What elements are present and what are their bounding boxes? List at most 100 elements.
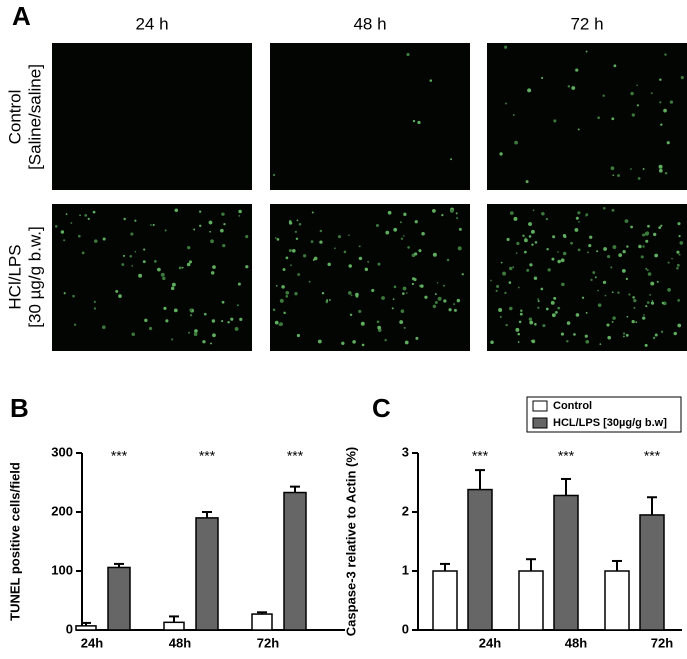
cell-dot bbox=[529, 320, 534, 325]
cell-dot bbox=[203, 312, 207, 316]
cell-dot bbox=[319, 229, 323, 233]
x-tick-label: 48h bbox=[169, 635, 191, 650]
cell-dot bbox=[552, 235, 556, 239]
cell-dot bbox=[671, 257, 673, 260]
cell-dot bbox=[611, 320, 614, 323]
cell-dot bbox=[102, 325, 106, 329]
bar bbox=[518, 570, 544, 631]
cell-dot bbox=[337, 235, 342, 239]
cell-dot bbox=[352, 340, 356, 344]
cell-dot bbox=[245, 234, 249, 239]
cell-dot bbox=[143, 248, 146, 251]
cell-dot bbox=[550, 300, 555, 305]
cell-dot bbox=[437, 296, 442, 301]
cell-dot bbox=[596, 250, 599, 253]
row-label: [Saline/saline] bbox=[25, 64, 44, 170]
cell-dot bbox=[585, 50, 588, 53]
bar bbox=[107, 566, 131, 631]
cell-dot bbox=[566, 321, 571, 325]
cell-dot bbox=[81, 251, 85, 255]
cell-dot bbox=[317, 339, 322, 344]
y-tick-label: 0 bbox=[402, 621, 409, 636]
cell-dot bbox=[400, 237, 404, 240]
cell-dot bbox=[455, 212, 458, 215]
cell-dot bbox=[443, 299, 447, 303]
cell-dot bbox=[420, 284, 424, 288]
legend-label: Control bbox=[553, 400, 592, 412]
cell-dot bbox=[181, 266, 184, 269]
cell-dot bbox=[60, 230, 65, 234]
cell-dot bbox=[402, 292, 405, 295]
bar bbox=[251, 613, 273, 631]
cell-dot bbox=[450, 158, 453, 161]
cell-dot bbox=[424, 295, 428, 299]
cell-dot bbox=[513, 216, 518, 221]
cell-dot bbox=[377, 262, 381, 266]
cell-dot bbox=[664, 172, 668, 175]
cell-dot bbox=[399, 320, 404, 324]
cell-dot bbox=[528, 317, 533, 321]
cell-dot bbox=[646, 301, 650, 304]
significance: *** bbox=[558, 448, 575, 464]
cell-dot bbox=[612, 316, 616, 320]
cell-dot bbox=[194, 329, 198, 333]
cell-dot bbox=[72, 294, 75, 298]
cell-dot bbox=[403, 235, 405, 237]
cell-dot bbox=[611, 208, 615, 212]
micrographs bbox=[52, 43, 687, 351]
cell-dot bbox=[406, 52, 410, 57]
cell-dot bbox=[295, 237, 299, 241]
cell-dot bbox=[461, 273, 464, 276]
y-tick-label: 300 bbox=[51, 444, 73, 459]
cell-dot bbox=[393, 285, 397, 289]
cell-dot bbox=[524, 238, 528, 243]
cell-dot bbox=[500, 261, 503, 264]
bar bbox=[283, 491, 307, 631]
legend-swatch bbox=[532, 417, 548, 429]
cell-dot bbox=[637, 177, 641, 180]
cell-dot bbox=[220, 228, 224, 233]
cell-dot bbox=[537, 300, 540, 303]
cell-dot bbox=[534, 241, 538, 244]
cell-dot bbox=[504, 45, 508, 49]
cell-dot bbox=[211, 319, 216, 323]
cell-dot bbox=[164, 229, 167, 232]
cell-dot bbox=[227, 321, 230, 324]
cell-dot bbox=[642, 245, 645, 248]
cell-dot bbox=[541, 76, 544, 80]
cell-dot bbox=[529, 263, 533, 267]
cell-dot bbox=[516, 241, 520, 246]
cell-dot bbox=[566, 340, 569, 343]
cell-dot bbox=[188, 260, 193, 264]
cell-dot bbox=[297, 273, 301, 276]
cell-dot bbox=[584, 334, 588, 338]
cell-dot bbox=[358, 245, 361, 248]
cell-dot bbox=[238, 214, 241, 217]
cell-dot bbox=[199, 224, 202, 227]
cell-dot bbox=[658, 226, 662, 229]
cell-dot bbox=[656, 280, 659, 283]
row-label: HCl/LPS bbox=[5, 244, 24, 309]
cell-dot bbox=[588, 244, 592, 248]
cell-dot bbox=[210, 342, 213, 345]
cell-dot bbox=[546, 247, 549, 251]
cell-dot bbox=[622, 332, 626, 335]
cell-dot bbox=[625, 277, 629, 281]
cell-dot bbox=[624, 219, 629, 224]
bar bbox=[432, 570, 458, 631]
cell-dot bbox=[514, 140, 518, 145]
cell-dot bbox=[311, 211, 314, 214]
cell-dot bbox=[517, 341, 520, 343]
cell-dot bbox=[581, 296, 585, 299]
cell-dot bbox=[631, 113, 635, 117]
cell-dot bbox=[411, 277, 416, 281]
cell-dot bbox=[661, 301, 665, 305]
cell-dot bbox=[402, 286, 407, 291]
cell-dot bbox=[432, 208, 436, 213]
cell-dot bbox=[221, 300, 225, 304]
cell-dot bbox=[202, 340, 206, 344]
cell-dot bbox=[236, 304, 239, 307]
cell-dot bbox=[298, 222, 302, 226]
cell-dot bbox=[186, 262, 191, 267]
cell-dot bbox=[131, 332, 136, 336]
